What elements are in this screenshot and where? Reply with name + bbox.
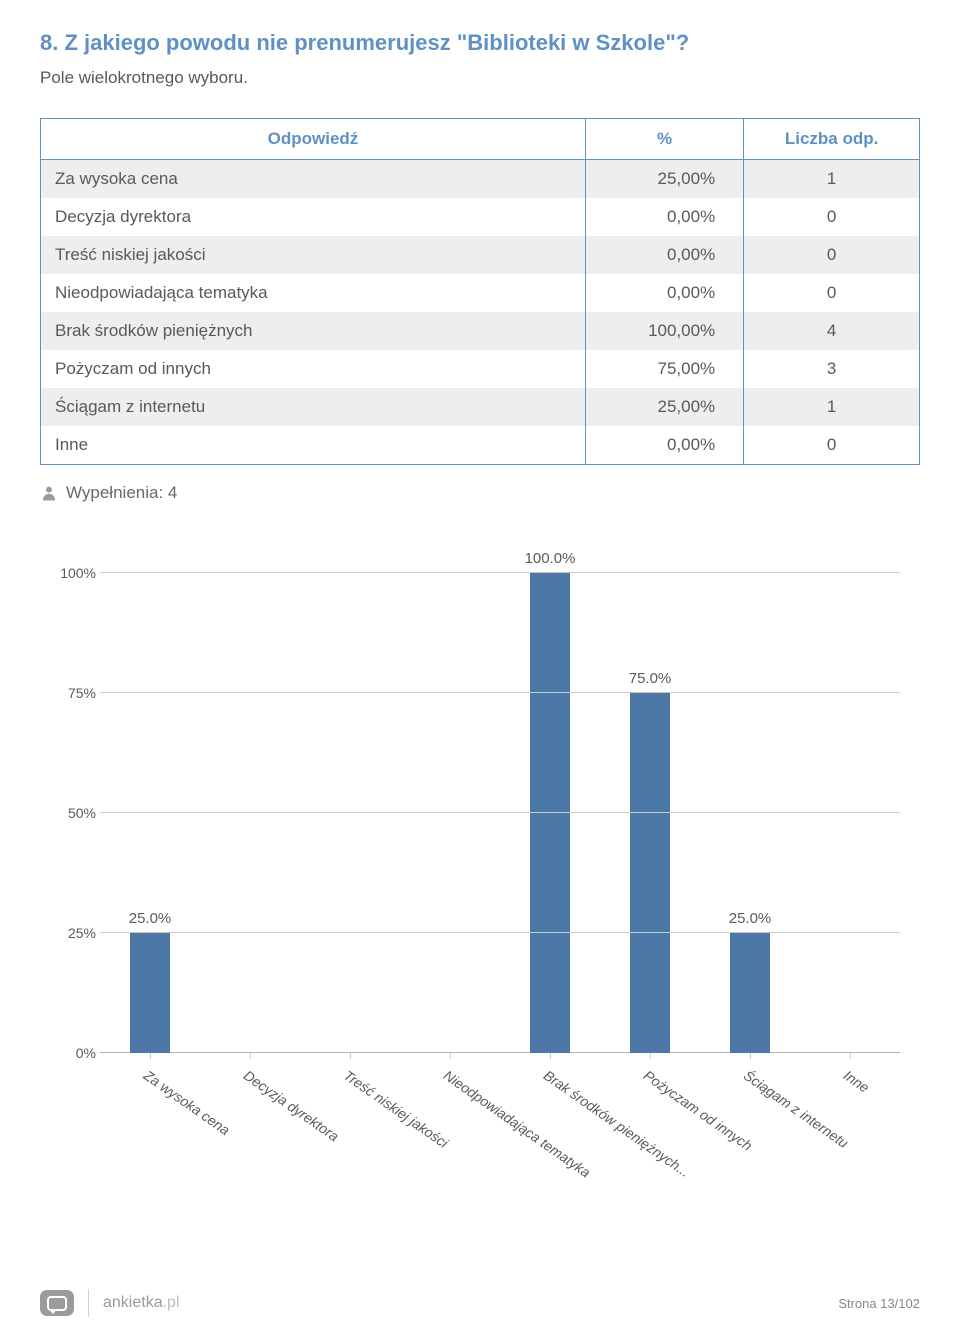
cell-answer: Inne [41, 426, 586, 465]
cell-count: 1 [744, 160, 920, 199]
cell-count: 0 [744, 236, 920, 274]
cell-percent: 75,00% [585, 350, 743, 388]
cell-count: 0 [744, 198, 920, 236]
cell-answer: Decyzja dyrektora [41, 198, 586, 236]
cell-count: 3 [744, 350, 920, 388]
chart-bar [630, 693, 670, 1053]
bar-slot: 75.0% [600, 573, 700, 1053]
person-icon [40, 484, 58, 502]
chart-ylabel: 25% [48, 925, 96, 941]
brand-logo-icon [40, 1290, 74, 1316]
chart-xlabel: Inne [841, 1067, 872, 1096]
table-row: Decyzja dyrektora0,00%0 [41, 198, 920, 236]
bar-value-label: 25.0% [729, 910, 772, 927]
table-row: Za wysoka cena25,00%1 [41, 160, 920, 199]
bar-chart: 25.0%100.0%75.0%25.0% 100%75%50%25%0% Za… [50, 573, 910, 1193]
chart-gridline [100, 692, 900, 693]
bar-slot [800, 573, 900, 1053]
cell-count: 0 [744, 274, 920, 312]
chart-ylabel: 75% [48, 685, 96, 701]
chart-bar [130, 933, 170, 1053]
bar-slot [300, 573, 400, 1053]
cell-count: 0 [744, 426, 920, 465]
bar-value-label: 25.0% [129, 910, 172, 927]
question-title: 8. Z jakiego powodu nie prenumerujesz "B… [40, 30, 920, 56]
brand-site-name: ankietka [103, 1294, 163, 1311]
page-footer: ankietka.pl Strona 13/102 [0, 1273, 960, 1335]
bar-slot: 25.0% [100, 573, 200, 1053]
question-subtitle: Pole wielokrotnego wyboru. [40, 68, 920, 88]
chart-bar [530, 573, 570, 1053]
chart-ylabel: 50% [48, 805, 96, 821]
cell-percent: 25,00% [585, 160, 743, 199]
bar-value-label: 75.0% [629, 670, 672, 687]
bar-value-label: 100.0% [525, 550, 576, 567]
chart-gridline [100, 572, 900, 573]
table-row: Ściągam z internetu25,00%1 [41, 388, 920, 426]
table-row: Brak środków pieniężnych100,00%4 [41, 312, 920, 350]
cell-percent: 0,00% [585, 426, 743, 465]
fills-row: Wypełnienia: 4 [40, 483, 920, 503]
cell-percent: 100,00% [585, 312, 743, 350]
page-number: Strona 13/102 [838, 1296, 920, 1311]
table-row: Nieodpowiadająca tematyka0,00%0 [41, 274, 920, 312]
chart-gridline [100, 812, 900, 813]
cell-answer: Treść niskiej jakości [41, 236, 586, 274]
col-percent: % [585, 119, 743, 160]
table-row: Inne0,00%0 [41, 426, 920, 465]
chart-gridline [100, 932, 900, 933]
chart-bar [730, 933, 770, 1053]
cell-answer: Ściągam z internetu [41, 388, 586, 426]
table-row: Treść niskiej jakości0,00%0 [41, 236, 920, 274]
cell-percent: 0,00% [585, 274, 743, 312]
cell-percent: 0,00% [585, 198, 743, 236]
cell-percent: 0,00% [585, 236, 743, 274]
cell-answer: Nieodpowiadająca tematyka [41, 274, 586, 312]
brand-site: ankietka.pl [103, 1294, 180, 1312]
cell-percent: 25,00% [585, 388, 743, 426]
chart-ylabel: 100% [48, 565, 96, 581]
brand-site-tld: .pl [163, 1294, 180, 1311]
footer-divider [88, 1289, 89, 1317]
bar-slot [400, 573, 500, 1053]
bar-slot: 100.0% [500, 573, 600, 1053]
cell-count: 4 [744, 312, 920, 350]
col-answer: Odpowiedź [41, 119, 586, 160]
fills-label: Wypełnienia: 4 [66, 483, 177, 503]
bar-slot: 25.0% [700, 573, 800, 1053]
cell-answer: Brak środków pieniężnych [41, 312, 586, 350]
col-count: Liczba odp. [744, 119, 920, 160]
cell-count: 1 [744, 388, 920, 426]
table-row: Pożyczam od innych75,00%3 [41, 350, 920, 388]
cell-answer: Pożyczam od innych [41, 350, 586, 388]
bar-slot [200, 573, 300, 1053]
chart-ylabel: 0% [48, 1045, 96, 1061]
cell-answer: Za wysoka cena [41, 160, 586, 199]
answers-table: Odpowiedź % Liczba odp. Za wysoka cena25… [40, 118, 920, 465]
